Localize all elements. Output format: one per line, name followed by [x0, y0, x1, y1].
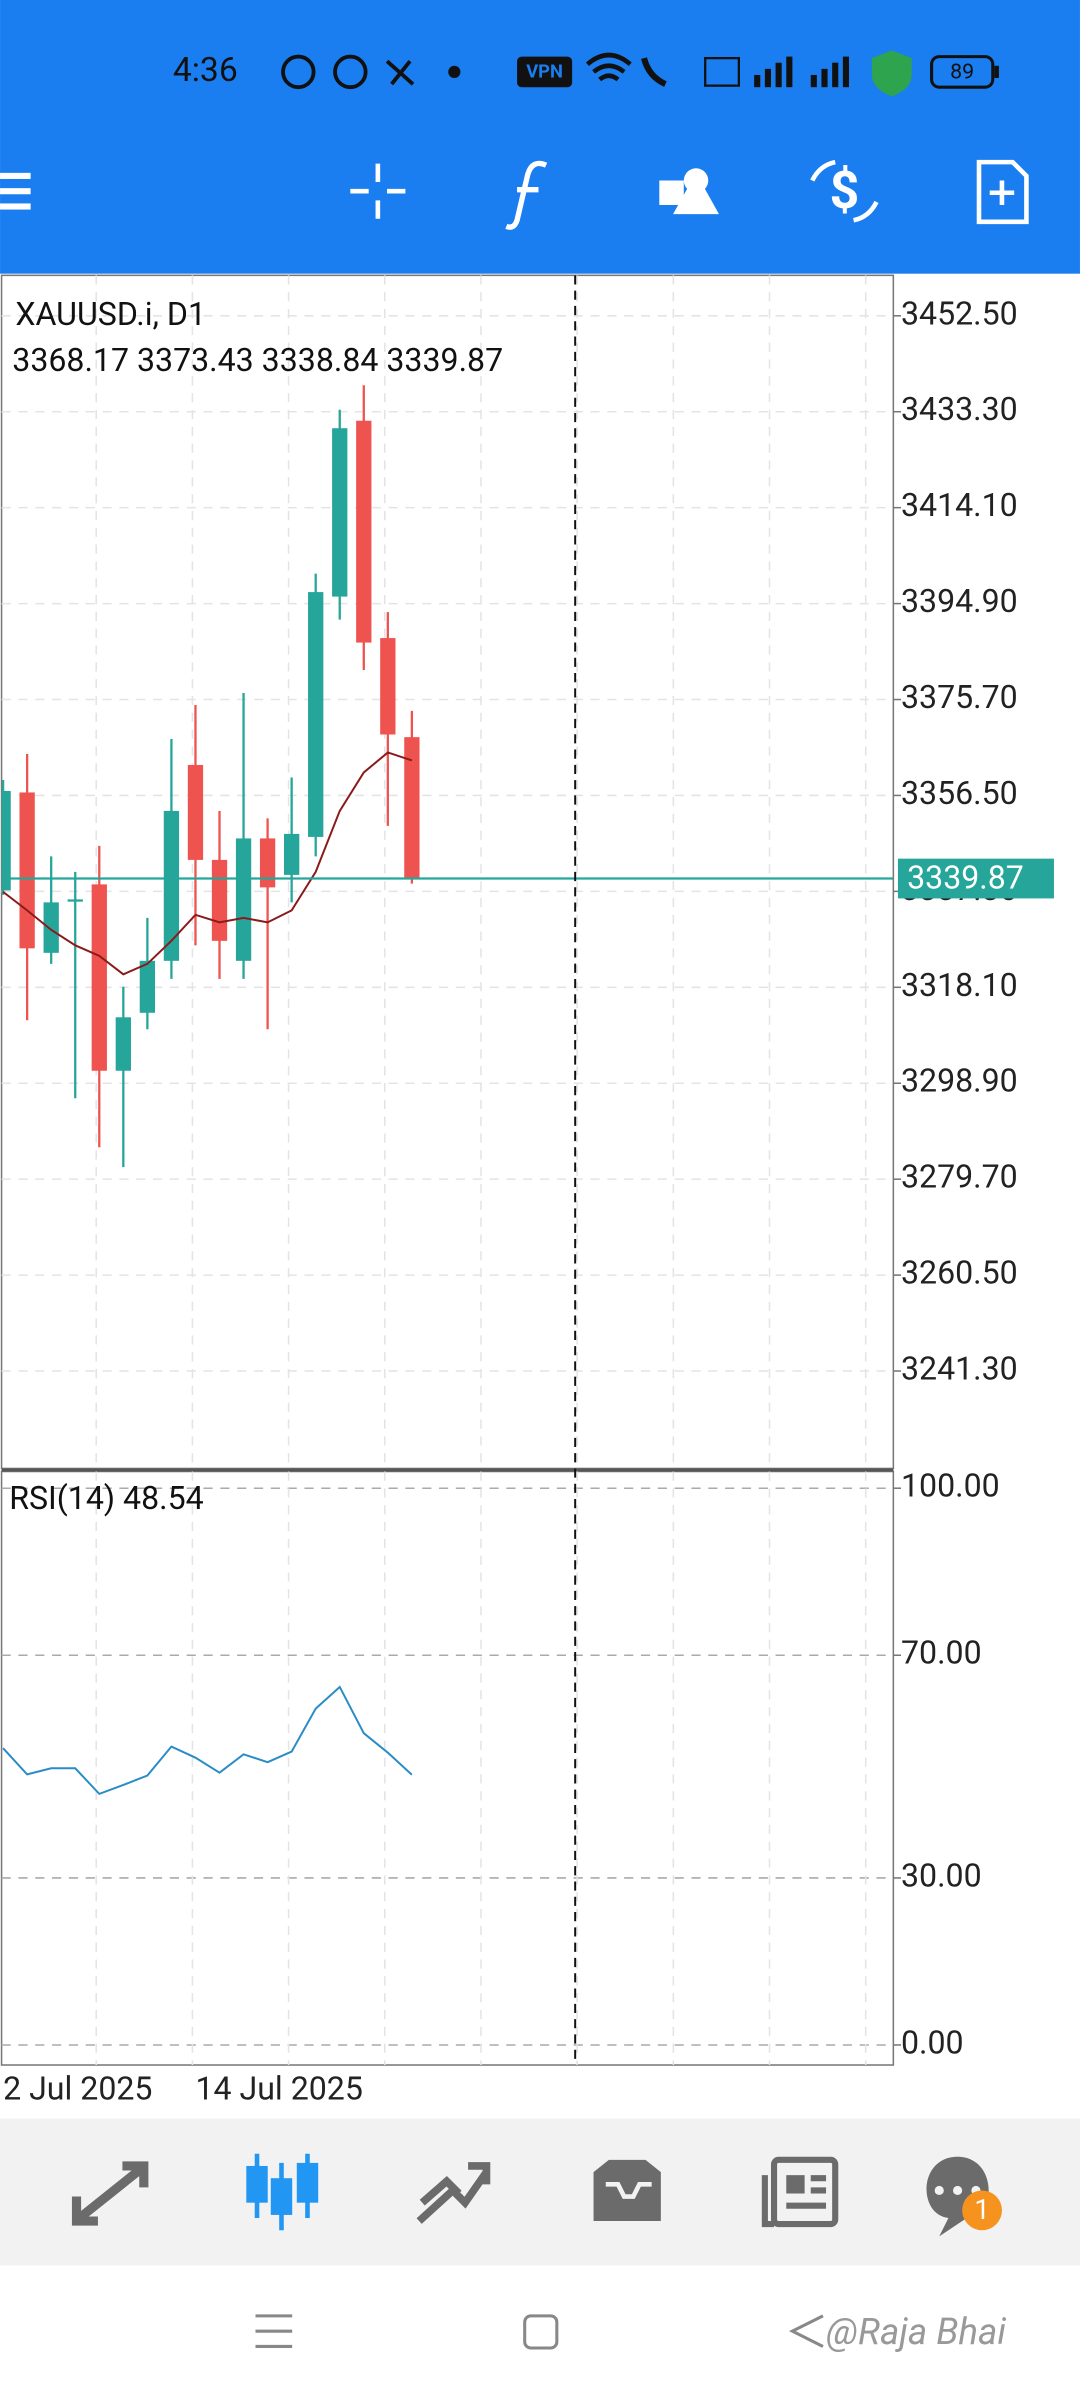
candle-body: [19, 792, 35, 949]
last-price-box: [897, 858, 1054, 899]
candle-body: [139, 960, 156, 1013]
chart-area: [0, 273, 1080, 2119]
vpn-text: VPN: [526, 62, 563, 83]
y-tick-label: 30.00: [901, 1856, 982, 1894]
indicators-button[interactable]: [505, 160, 548, 230]
trade-tab[interactable]: [416, 2162, 491, 2224]
y-tick-label: 3356.50: [901, 774, 1018, 812]
labels: XAUUSD.i, D1 3368.17 3373.43 3338.84 333…: [3, 294, 1054, 2107]
history-tab[interactable]: [593, 2159, 661, 2222]
rsi-line: [2, 1685, 413, 1796]
battery-tip: [994, 65, 999, 79]
status-bar: 4:36 VPN 89: [173, 50, 999, 97]
status-icon: [281, 54, 316, 90]
signal-icon: [754, 56, 849, 88]
menu-button[interactable]: [0, 172, 31, 210]
back-button[interactable]: [788, 2314, 824, 2348]
candle-body: [284, 833, 300, 875]
y-tick-label: 3260.50: [901, 1254, 1018, 1292]
system-nav: [0, 2265, 1080, 2400]
crosshair-button[interactable]: [350, 163, 406, 219]
status-dot: [448, 65, 461, 79]
rsi-title: RSI(14) 48.54: [9, 1479, 203, 1517]
quotes-tab[interactable]: [71, 2161, 149, 2226]
y-tick-label: 3394.90: [901, 582, 1018, 620]
candle-body: [332, 428, 348, 597]
objects-button[interactable]: [659, 168, 719, 215]
y-tick-label: 3298.90: [901, 1062, 1018, 1100]
candle-body: [43, 902, 59, 953]
last-price-label: 3339.87: [907, 859, 1024, 897]
bottom-nav: [0, 2118, 1080, 2266]
candle-body: [380, 638, 396, 735]
status-time: 4:36: [173, 51, 238, 90]
candle-body: [356, 420, 372, 643]
y-tick-label: 3318.10: [901, 966, 1018, 1004]
rsi-marks: [2, 1685, 413, 1796]
wifi-icon: [585, 52, 632, 82]
toolbar: $: [0, 159, 1029, 230]
status-icon: [333, 54, 368, 90]
y-tick-label: 100.00: [901, 1467, 1000, 1505]
app-header: [0, 0, 1080, 274]
y-tick-label: 70.00: [901, 1634, 982, 1672]
new-order-button[interactable]: [976, 159, 1029, 225]
candle-body: [235, 838, 252, 961]
candle-body: [91, 884, 107, 1071]
main-marks: [1, 385, 894, 1168]
y-tick-label: 0.00: [901, 2023, 964, 2061]
candle-body: [259, 838, 276, 888]
candle-body: [1, 790, 11, 891]
candle-body: [308, 592, 324, 837]
shield-icon: [871, 50, 912, 97]
watermark: @Raja Bhai: [826, 2310, 1006, 2353]
candle-body: [211, 859, 228, 941]
moving-average: [2, 751, 413, 976]
candle-body: [404, 737, 420, 879]
news-tab[interactable]: [761, 2156, 839, 2228]
candle-body: [187, 764, 204, 860]
chat-badge: 1: [974, 2193, 989, 2226]
chat-tab[interactable]: 1: [926, 2156, 1002, 2237]
recents-button[interactable]: [255, 2314, 293, 2348]
ohlc-values: 3368.17 3373.43 3338.84 3339.87: [12, 341, 503, 379]
chart-tab[interactable]: [246, 2153, 319, 2231]
x-tick-label: 2 Jul 2025: [3, 2069, 152, 2107]
home-button[interactable]: [523, 2314, 559, 2350]
status-icon: [385, 59, 415, 86]
y-tick-label: 3279.70: [901, 1158, 1018, 1196]
candle-body: [115, 1017, 131, 1071]
y-tick-label: 3241.30: [901, 1350, 1018, 1388]
call-icon: [641, 57, 667, 87]
battery-icon: [930, 55, 995, 89]
candle-body: [67, 899, 83, 902]
battery-level: 89: [950, 59, 974, 84]
y-tick-label: 3433.30: [901, 390, 1018, 428]
x-tick-label: 14 Jul 2025: [195, 2069, 362, 2107]
dollar-glyph: $: [829, 160, 859, 221]
volte-icon: [704, 56, 740, 87]
symbol-title: XAUUSD.i, D1: [15, 295, 206, 333]
trade-button[interactable]: $: [810, 159, 879, 223]
y-tick-label: 3414.10: [901, 486, 1018, 524]
y-tick-label: 3452.50: [901, 294, 1018, 332]
vpn-badge: [517, 56, 573, 88]
y-tick-label: 3375.70: [901, 678, 1018, 716]
candle-body: [163, 810, 180, 961]
